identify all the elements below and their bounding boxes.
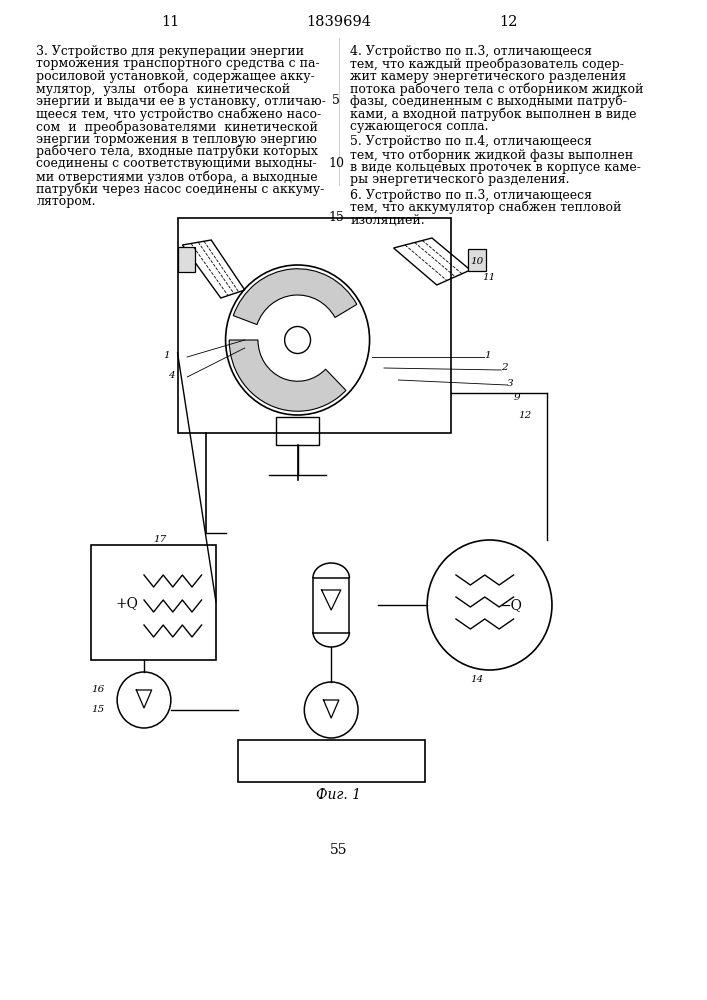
Text: 10: 10 — [328, 157, 344, 170]
Text: фазы, соединенным с выходными патруб-: фазы, соединенным с выходными патруб- — [351, 95, 627, 108]
Text: мулятор,  узлы  отбора  кинетической: мулятор, узлы отбора кинетической — [37, 83, 291, 96]
Text: рабочего тела, входные патрубки которых: рабочего тела, входные патрубки которых — [37, 145, 318, 158]
Wedge shape — [233, 269, 357, 325]
Wedge shape — [229, 340, 346, 411]
Text: 1: 1 — [485, 351, 491, 360]
Text: энергии торможения в тепловую энергию: энергии торможения в тепловую энергию — [37, 132, 317, 145]
Text: изоляцией.: изоляцией. — [351, 214, 425, 227]
Text: сужающегося сопла.: сужающегося сопла. — [351, 120, 489, 133]
Text: 55: 55 — [330, 843, 348, 857]
Bar — [313, 578, 349, 633]
Text: 1839694: 1839694 — [306, 15, 371, 29]
Text: соединены с соответствующими выходны-: соединены с соответствующими выходны- — [37, 157, 317, 170]
Text: 14: 14 — [470, 676, 484, 684]
Text: +Q: +Q — [115, 596, 138, 610]
Bar — [91, 545, 216, 660]
Text: лятором.: лятором. — [37, 195, 96, 208]
Text: тем, что отборник жидкой фазы выполнен: тем, что отборник жидкой фазы выполнен — [351, 148, 633, 161]
Text: тем, что аккумулятор снабжен тепловой: тем, что аккумулятор снабжен тепловой — [351, 201, 621, 215]
Text: 6. Устройство по п.3, отличающееся: 6. Устройство по п.3, отличающееся — [351, 188, 592, 202]
Text: 5. Устройство по п.4, отличающееся: 5. Устройство по п.4, отличающееся — [351, 135, 592, 148]
Text: 15: 15 — [328, 211, 344, 224]
Text: 3. Устройство для рекуперации энергии: 3. Устройство для рекуперации энергии — [37, 45, 305, 58]
Text: сом  и  преобразователями  кинетической: сом и преобразователями кинетической — [37, 120, 318, 133]
Text: 16: 16 — [91, 686, 105, 694]
Text: щееся тем, что устройство снабжено насо-: щееся тем, что устройство снабжено насо- — [37, 107, 322, 121]
Text: в виде кольцевых проточек в корпусе каме-: в виде кольцевых проточек в корпусе каме… — [351, 160, 641, 174]
Text: 11: 11 — [160, 15, 179, 29]
Text: ры энергетического разделения.: ры энергетического разделения. — [351, 173, 570, 186]
Text: 1: 1 — [163, 351, 170, 360]
Text: 15: 15 — [91, 706, 105, 714]
Text: ми отверстиями узлов отбора, а выходные: ми отверстиями узлов отбора, а выходные — [37, 170, 318, 184]
Text: энергии и выдачи ее в установку, отличаю-: энергии и выдачи ее в установку, отличаю… — [37, 95, 327, 108]
Text: 5: 5 — [332, 95, 340, 107]
Text: жит камеру энергетического разделения: жит камеру энергетического разделения — [351, 70, 626, 83]
Text: тем, что каждый преобразователь содер-: тем, что каждый преобразователь содер- — [351, 57, 624, 71]
Bar — [276, 417, 319, 445]
Text: патрубки через насос соединены с аккуму-: патрубки через насос соединены с аккуму- — [37, 182, 325, 196]
Text: 12: 12 — [518, 410, 532, 420]
Text: 12: 12 — [500, 15, 518, 29]
Bar — [469, 249, 486, 271]
Text: 2: 2 — [501, 363, 508, 372]
Text: ками, а входной патрубок выполнен в виде: ками, а входной патрубок выполнен в виде — [351, 107, 637, 121]
Text: −Q: −Q — [499, 598, 522, 612]
Text: Фиг. 1: Фиг. 1 — [316, 788, 361, 802]
Bar — [177, 218, 451, 433]
Text: потока рабочего тела с отборником жидкой: потока рабочего тела с отборником жидкой — [351, 83, 644, 96]
Text: 4. Устройство по п.3, отличающееся: 4. Устройство по п.3, отличающееся — [351, 45, 592, 58]
Text: 11: 11 — [482, 273, 495, 282]
Text: 9: 9 — [513, 393, 520, 402]
Bar — [238, 740, 425, 782]
Bar — [177, 247, 195, 272]
Text: росиловой установкой, содержащее акку-: росиловой установкой, содержащее акку- — [37, 70, 315, 83]
Text: торможения транспортного средства с па-: торможения транспортного средства с па- — [37, 57, 320, 70]
Circle shape — [285, 326, 310, 354]
Text: 4: 4 — [168, 370, 175, 379]
Text: 3: 3 — [507, 378, 513, 387]
Text: 17: 17 — [153, 536, 167, 544]
Text: 10: 10 — [470, 257, 484, 266]
